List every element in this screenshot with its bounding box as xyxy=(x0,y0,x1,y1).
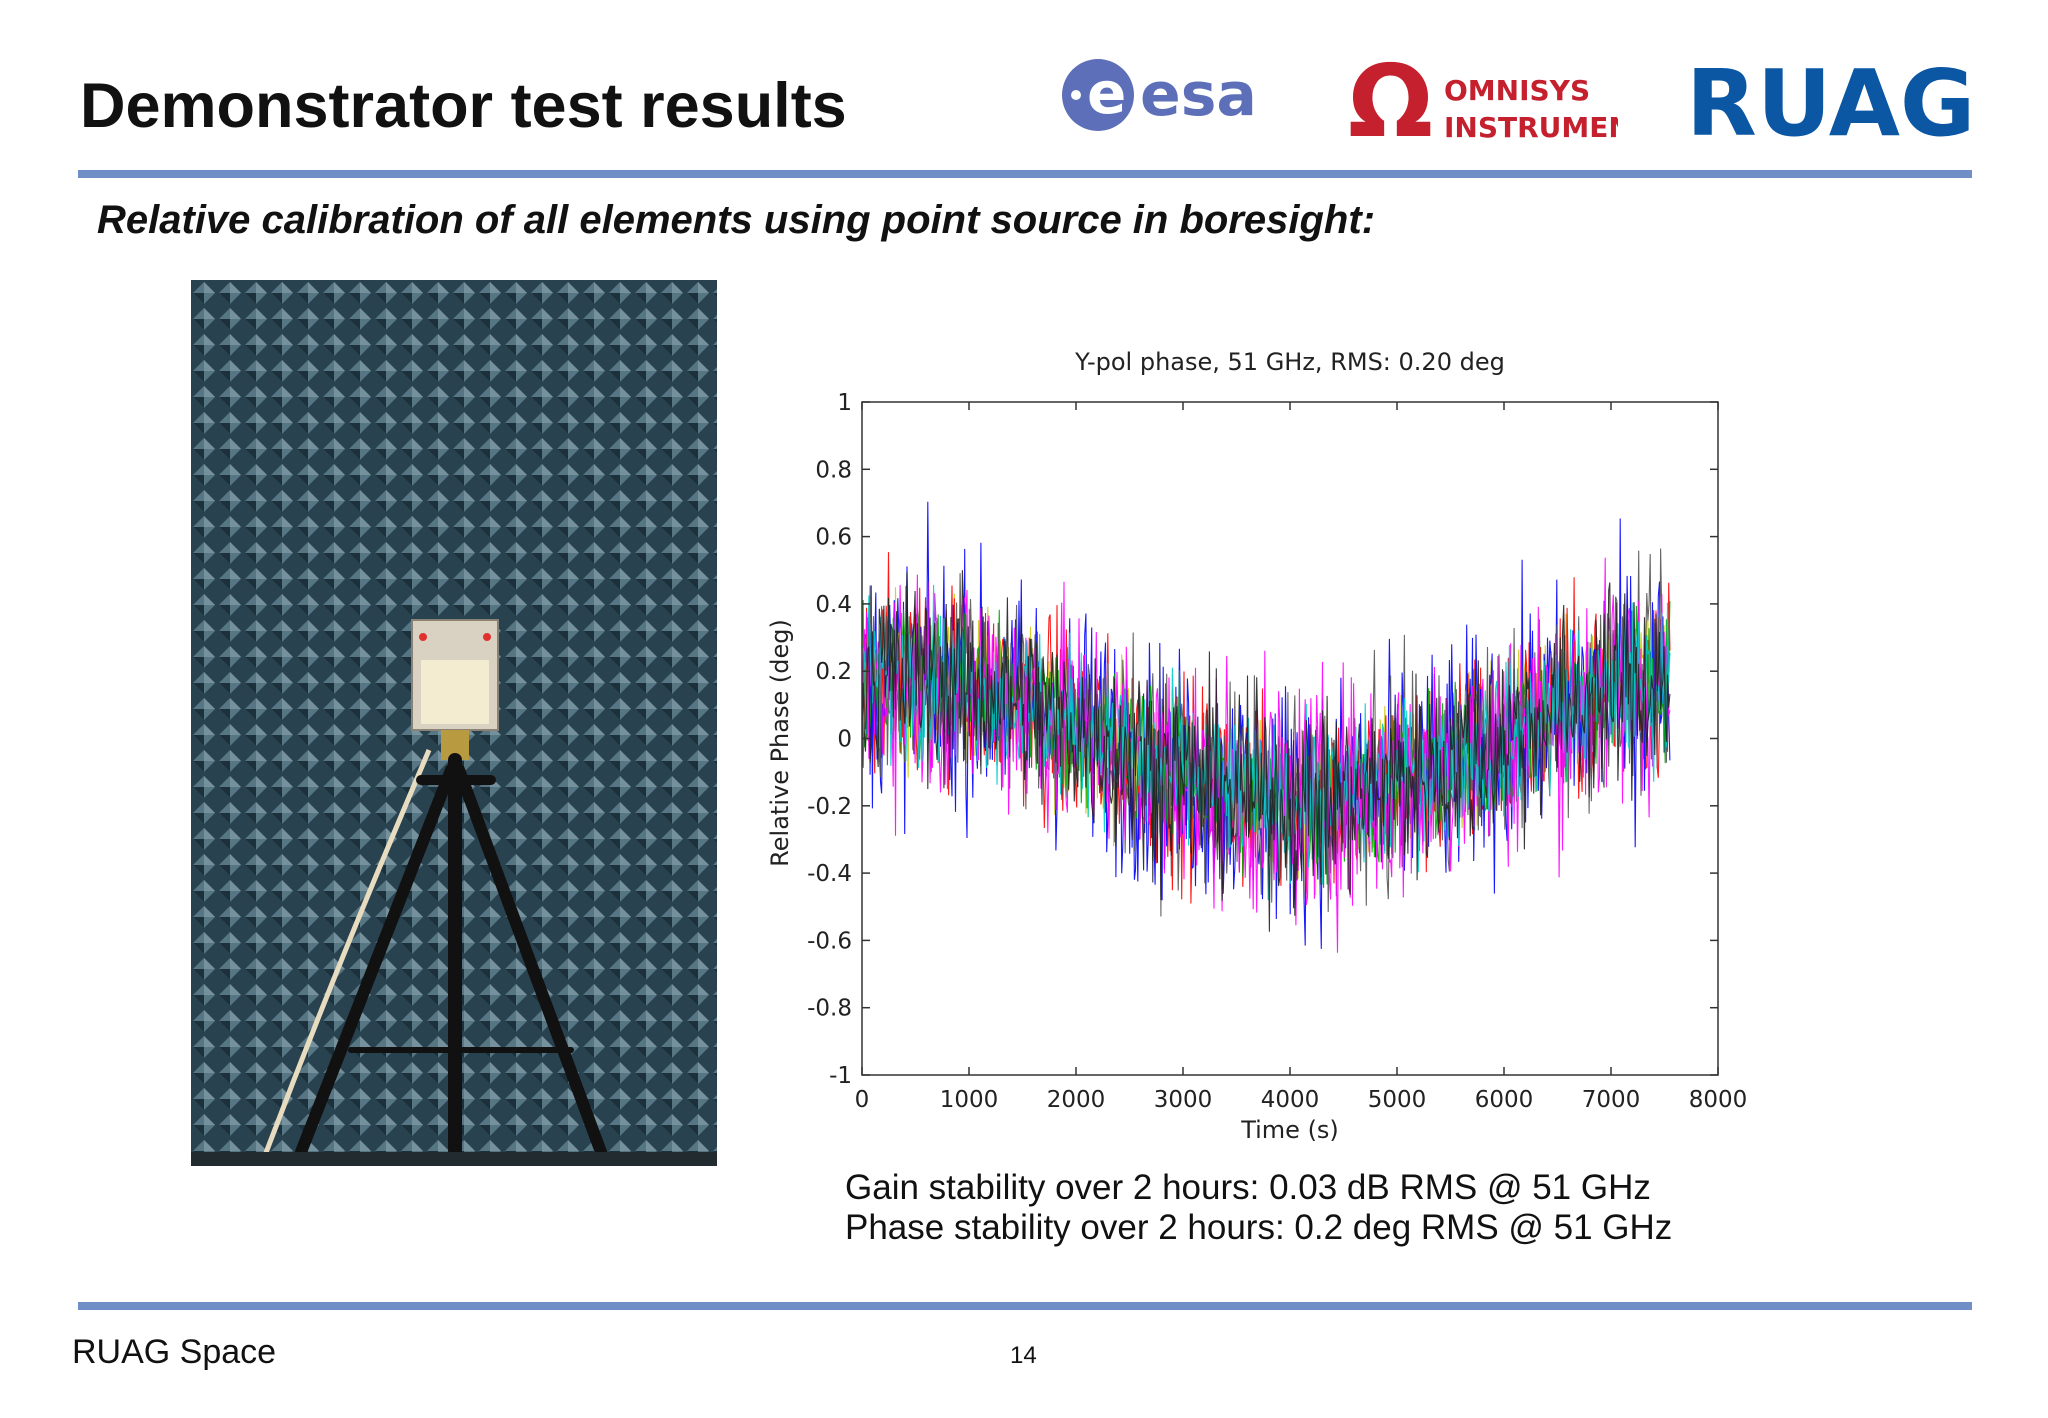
phase-chart: Y-pol phase, 51 GHz, RMS: 0.20 deg Relat… xyxy=(766,348,1748,1144)
omnisys-line1: OMNISYS xyxy=(1444,74,1590,107)
phase-stability: Phase stability over 2 hours: 0.2 deg RM… xyxy=(845,1208,1673,1247)
y-tick-label: -0.4 xyxy=(807,861,852,887)
ruag-logo-text: RUAG xyxy=(1686,50,1975,150)
source-box xyxy=(411,619,499,760)
y-tick-label: 0.2 xyxy=(815,659,852,685)
ruag-logo: RUAG xyxy=(1686,50,1975,150)
slide-title: Demonstrator test results xyxy=(80,71,847,141)
esa-logo-text: esa xyxy=(1140,60,1257,130)
footer-rule xyxy=(78,1302,1972,1310)
y-tick-label: -0.2 xyxy=(807,794,852,820)
y-tick-label: 0.6 xyxy=(815,525,852,551)
chart-ylabel: Relative Phase (deg) xyxy=(766,619,794,867)
tripod xyxy=(295,753,607,1158)
omnisys-line2: INSTRUMENTS xyxy=(1444,111,1618,144)
esa-logo: e esa xyxy=(1062,59,1257,131)
x-tick-label: 7000 xyxy=(1582,1087,1641,1113)
y-tick-label: -0.8 xyxy=(807,996,852,1022)
svg-text:e: e xyxy=(1087,59,1126,127)
y-tick-label: 1 xyxy=(837,390,852,416)
x-tick-label: 2000 xyxy=(1047,1087,1106,1113)
page-number: 14 xyxy=(1010,1342,1037,1369)
y-tick-label: 0 xyxy=(837,727,852,753)
gain-stability: Gain stability over 2 hours: 0.03 dB RMS… xyxy=(845,1168,1651,1207)
x-tick-label: 6000 xyxy=(1475,1087,1534,1113)
header-rule xyxy=(78,170,1972,178)
series-line xyxy=(861,557,1671,953)
series-line xyxy=(861,570,1671,932)
cable xyxy=(258,749,432,1166)
y-tick-label: -1 xyxy=(829,1063,852,1089)
y-tick-label: 0.4 xyxy=(815,592,852,618)
chart-xlabel: Time (s) xyxy=(1240,1116,1339,1144)
footer-company: RUAG Space xyxy=(72,1333,277,1371)
stability-stats: Gain stability over 2 hours: 0.03 dB RMS… xyxy=(845,1168,1672,1248)
x-tick-label: 3000 xyxy=(1154,1087,1213,1113)
x-tick-label: 5000 xyxy=(1368,1087,1427,1113)
chart-title: Y-pol phase, 51 GHz, RMS: 0.20 deg xyxy=(1074,348,1505,376)
y-tick-label: 0.8 xyxy=(815,457,852,483)
slide-subtitle: Relative calibration of all elements usi… xyxy=(97,198,1376,242)
x-tick-label: 8000 xyxy=(1689,1087,1748,1113)
x-tick-label: 4000 xyxy=(1261,1087,1320,1113)
omnisys-logo: Ω OMNISYS INSTRUMENTS xyxy=(1348,52,1618,148)
omega-icon: Ω xyxy=(1348,52,1433,148)
y-tick-label: -0.6 xyxy=(807,928,852,954)
x-tick-label: 0 xyxy=(855,1087,870,1113)
point-source-photo xyxy=(191,280,717,1166)
x-tick-label: 1000 xyxy=(940,1087,999,1113)
plot-frame xyxy=(861,401,1719,1076)
